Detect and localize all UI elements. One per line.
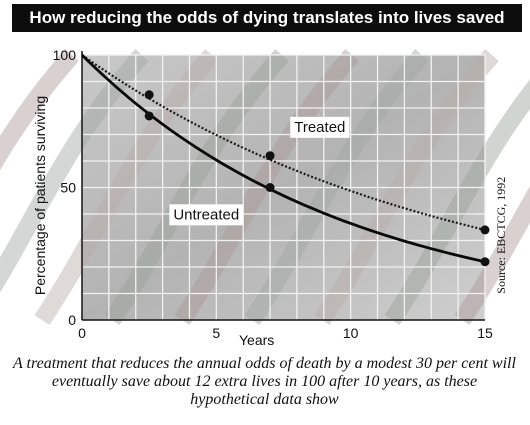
data-point-treated [265, 151, 275, 161]
grid-lines [81, 54, 486, 321]
figure-caption: A treatment that reduces the annual odds… [13, 355, 516, 408]
background-band [0, 49, 79, 171]
x-tick-label: 0 [78, 325, 86, 341]
x-tick-label: 10 [343, 325, 359, 341]
data-point-treated [480, 225, 490, 235]
chart-title: How reducing the odds of dying translate… [12, 4, 522, 32]
labels-layer: Treated Untreated Source: EBCTCG, 1992 [169, 116, 508, 294]
background-band [454, 186, 530, 325]
y-tick-label: 0 [68, 312, 76, 328]
source-note: Source: EBCTCG, 1992 [494, 177, 508, 294]
x-tick-label: 5 [212, 325, 220, 341]
x-axis-label: Years [239, 332, 274, 348]
x-tick-label: 15 [477, 325, 493, 341]
data-point-untreated [265, 183, 275, 192]
y-tick-label: 50 [60, 180, 76, 196]
survival-chart: 0 5 10 15 0 50 100 Years Percentage of patients … [0, 47, 530, 348]
data-point-untreated [144, 111, 154, 121]
data-point-untreated [480, 257, 490, 267]
background-band [0, 49, 149, 293]
series-label-box [169, 204, 244, 226]
y-axis-label: Percentage of patients surviving [32, 96, 48, 295]
data-point-treated [144, 90, 154, 100]
y-tick-label: 100 [53, 47, 77, 63]
series-layer [81, 54, 490, 267]
axes: 0 5 10 15 0 50 100 Years Percentage of patients … [32, 47, 493, 348]
series-label-untreated: Untreated [173, 206, 239, 223]
series-label-box [290, 116, 350, 138]
series-label-treated: Treated [294, 119, 345, 136]
